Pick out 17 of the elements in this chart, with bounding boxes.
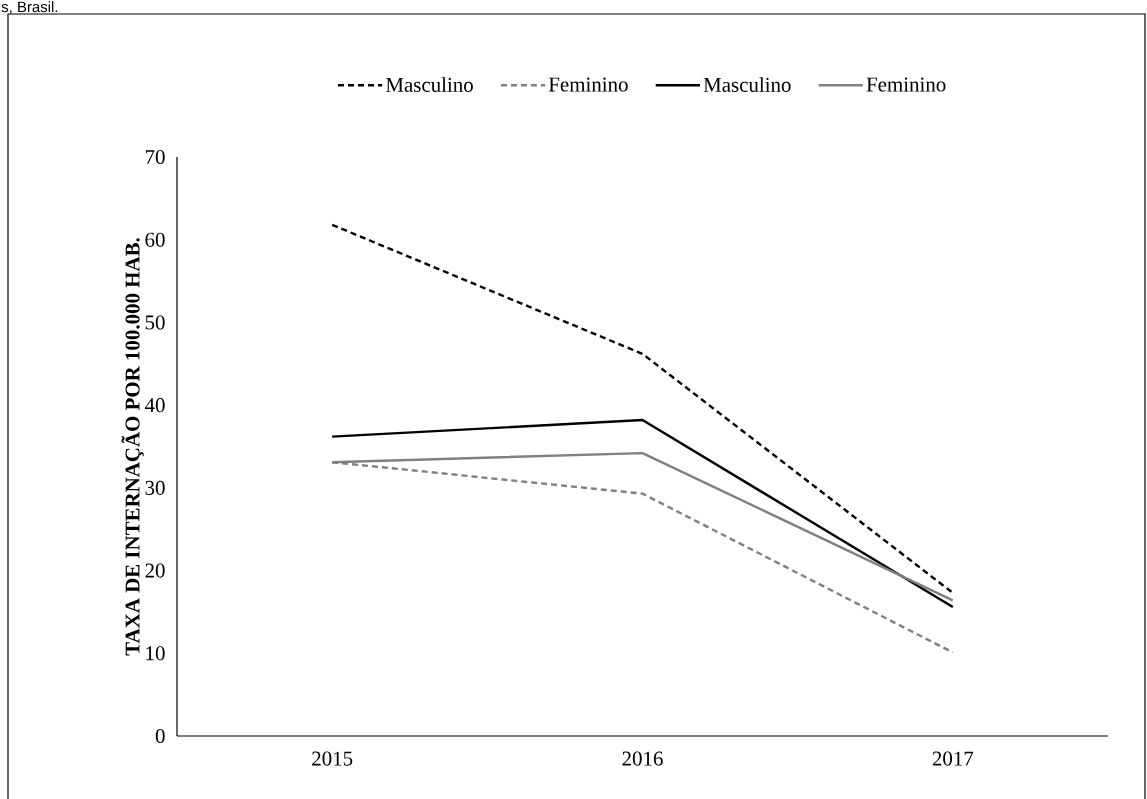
- legend-label: Feminino: [548, 77, 628, 92]
- legend-label: Masculino: [385, 77, 473, 92]
- x-tick-label: 2016: [622, 751, 663, 766]
- x-tick-label: 2015: [312, 751, 353, 766]
- y-tick-label: 20: [145, 563, 165, 578]
- y-tick-label: 60: [145, 232, 165, 247]
- text: s, Brasil.: [1, 1, 58, 14]
- y-tick-label: 70: [145, 149, 165, 165]
- y-tick-label: 40: [144, 398, 165, 413]
- y-tick-label: 0: [155, 728, 165, 744]
- legend-label: Feminino: [866, 77, 946, 92]
- y-axis-title: TAXA DE INTERNAÇÃO POR 100.000 HAB.: [121, 238, 144, 656]
- y-tick-label: 10: [146, 646, 165, 661]
- x-tick-label: 2017: [932, 751, 974, 766]
- legend-label: Masculino: [703, 77, 791, 92]
- y-tick-label: 30: [145, 480, 165, 495]
- y-tick-label: 50: [145, 315, 165, 330]
